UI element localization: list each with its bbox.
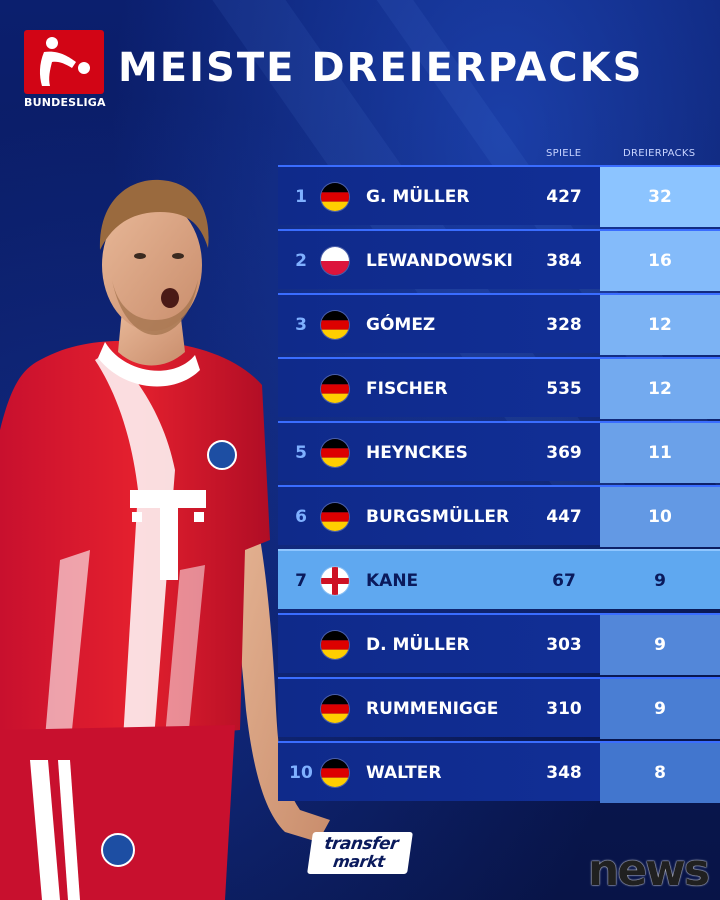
bundesliga-player-icon bbox=[39, 37, 90, 86]
player-name: KANE bbox=[366, 571, 419, 591]
table-row: FISCHER 535 12 bbox=[278, 357, 720, 419]
germany-flag-icon bbox=[321, 375, 349, 403]
hattrick-count: 9 bbox=[654, 571, 666, 591]
games-count: 427 bbox=[546, 187, 582, 207]
player-name: BURGSMÜLLER bbox=[366, 507, 510, 527]
poland-flag-icon bbox=[321, 247, 349, 275]
table-row: 3 GÓMEZ 328 12 bbox=[278, 293, 720, 355]
table-row: 6 BURGSMÜLLER 447 10 bbox=[278, 485, 720, 547]
games-count: 447 bbox=[546, 507, 582, 527]
rank-number: 2 bbox=[295, 251, 307, 271]
england-flag-icon bbox=[321, 567, 349, 595]
rank-number: 6 bbox=[295, 507, 307, 527]
hattrick-count: 9 bbox=[600, 615, 720, 675]
bundesliga-logo-text: BUNDESLIGA bbox=[24, 96, 106, 109]
games-count: 310 bbox=[546, 699, 582, 719]
rank-number: 3 bbox=[295, 315, 307, 335]
hattrick-count: 32 bbox=[600, 167, 720, 227]
player-name: HEYNCKES bbox=[366, 443, 468, 463]
rank-number: 7 bbox=[295, 571, 307, 591]
transfermarkt-logo-top: transfer bbox=[323, 834, 400, 854]
germany-flag-icon bbox=[321, 503, 349, 531]
player-name: RUMMENIGGE bbox=[366, 699, 499, 719]
table-row: 2 LEWANDOWSKI 384 16 bbox=[278, 229, 720, 291]
player-name: G. MÜLLER bbox=[366, 187, 470, 207]
games-count: 67 bbox=[552, 571, 576, 591]
games-count: 328 bbox=[546, 315, 582, 335]
germany-flag-icon bbox=[321, 759, 349, 787]
hattrick-count: 12 bbox=[600, 359, 720, 419]
page-title: MEISTE DREIERPACKS bbox=[118, 45, 644, 91]
games-count: 384 bbox=[546, 251, 582, 271]
player-photo bbox=[0, 179, 330, 900]
table-row: 10 WALTER 348 8 bbox=[278, 741, 720, 803]
games-count: 535 bbox=[546, 379, 582, 399]
table-row: 5 HEYNCKES 369 11 bbox=[278, 421, 720, 483]
rank-number bbox=[284, 359, 318, 419]
bundesliga-logo bbox=[24, 30, 104, 94]
germany-flag-icon bbox=[321, 439, 349, 467]
games-count: 369 bbox=[546, 443, 582, 463]
player-name: LEWANDOWSKI bbox=[366, 251, 513, 271]
news-watermark: news bbox=[588, 845, 710, 896]
column-header-hattricks: DREIERPACKS bbox=[623, 148, 696, 159]
table-row: 1 G. MÜLLER 427 32 bbox=[278, 165, 720, 227]
rank-number: 5 bbox=[295, 443, 307, 463]
transfermarkt-logo: transfer markt bbox=[307, 832, 413, 874]
games-count: 348 bbox=[546, 763, 582, 783]
player-name: WALTER bbox=[366, 763, 442, 783]
column-header-games: SPIELE bbox=[546, 148, 582, 159]
games-count: 303 bbox=[546, 635, 582, 655]
table-row: D. MÜLLER 303 9 bbox=[278, 613, 720, 675]
table-row: 7 KANE 67 9 bbox=[278, 549, 720, 609]
table-row: RUMMENIGGE 310 9 bbox=[278, 677, 720, 739]
rank-number: 10 bbox=[289, 763, 313, 783]
player-name: D. MÜLLER bbox=[366, 635, 470, 655]
germany-flag-icon bbox=[321, 695, 349, 723]
hattrick-count: 9 bbox=[600, 679, 720, 739]
germany-flag-icon bbox=[321, 183, 349, 211]
transfermarkt-logo-bottom: markt bbox=[331, 852, 386, 871]
rank-number: 1 bbox=[295, 187, 307, 207]
player-name: FISCHER bbox=[366, 379, 448, 399]
rank-number bbox=[284, 615, 318, 675]
germany-flag-icon bbox=[321, 631, 349, 659]
hattrick-count: 8 bbox=[600, 743, 720, 803]
player-name: GÓMEZ bbox=[366, 315, 436, 335]
germany-flag-icon bbox=[321, 311, 349, 339]
rank-number bbox=[284, 679, 318, 739]
hattrick-count: 11 bbox=[600, 423, 720, 483]
hattrick-count: 16 bbox=[600, 231, 720, 291]
hattrick-count: 10 bbox=[600, 487, 720, 547]
hattrick-count: 12 bbox=[600, 295, 720, 355]
